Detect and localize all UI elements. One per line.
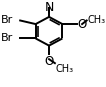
Text: CH₃: CH₃ — [87, 15, 105, 25]
Text: O: O — [77, 18, 86, 31]
Text: N: N — [44, 1, 54, 14]
Text: Br: Br — [1, 33, 13, 43]
Text: CH₃: CH₃ — [55, 64, 73, 74]
Text: O: O — [44, 55, 54, 68]
Text: Br: Br — [1, 15, 13, 25]
